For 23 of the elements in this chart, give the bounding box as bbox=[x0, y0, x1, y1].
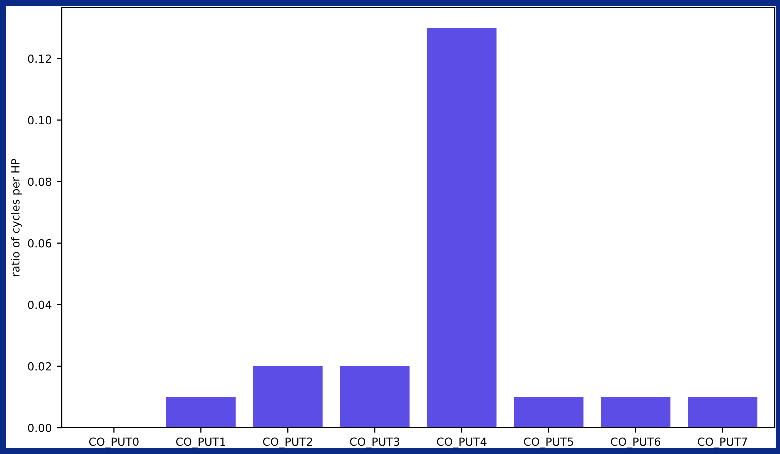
x-tick-label: CO_PUT1 bbox=[176, 438, 226, 449]
y-tick-label: 0.04 bbox=[28, 300, 52, 310]
x-tick-label: CO_PUT6 bbox=[611, 438, 661, 449]
bar bbox=[340, 366, 410, 428]
y-tick-label: 0.10 bbox=[28, 116, 52, 125]
y-tick-label: 0.06 bbox=[28, 239, 52, 248]
y-tick-label: 0.12 bbox=[28, 54, 52, 64]
y-axis-title: ratio of cycles per HP bbox=[11, 159, 22, 276]
bar bbox=[166, 397, 236, 428]
y-tick-label: 0.00 bbox=[28, 424, 52, 432]
bar bbox=[601, 397, 671, 428]
y-tick-label: 0.02 bbox=[28, 362, 52, 371]
x-tick-label: CO_PUT3 bbox=[350, 438, 400, 449]
x-tick-label: CO_PUT5 bbox=[524, 438, 574, 449]
x-tick-label: CO_PUT2 bbox=[263, 438, 312, 449]
bar bbox=[253, 366, 323, 428]
x-tick-label: CO_PUT4 bbox=[437, 438, 487, 449]
x-tick-label: CO_PUT0 bbox=[89, 438, 139, 449]
y-tick-label: 0.08 bbox=[28, 178, 52, 186]
bar bbox=[514, 397, 584, 428]
bar bbox=[688, 397, 758, 428]
x-tick-label: CO_PUT7 bbox=[698, 438, 748, 449]
bar bbox=[427, 28, 497, 428]
